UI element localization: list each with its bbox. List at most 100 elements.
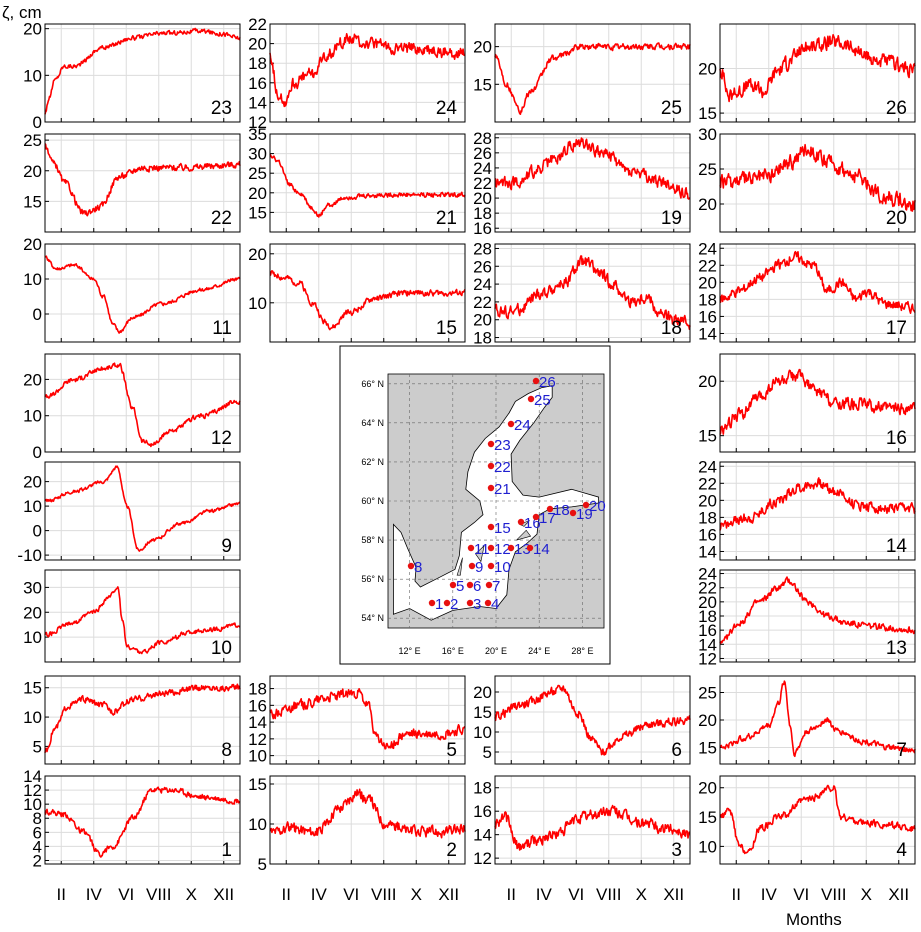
map-station-label: 8: [414, 559, 422, 576]
station-number-label: 25: [661, 98, 682, 119]
y-tick-label: 20: [23, 20, 42, 39]
panel-frame: [719, 133, 916, 233]
map-latitude-label: 58° N: [361, 535, 384, 545]
y-tick-label: 0: [33, 305, 42, 324]
station-number-label: 5: [446, 740, 457, 761]
y-tick-label: 10: [248, 815, 267, 834]
station-number-label: 17: [886, 318, 907, 339]
station-number-label: 8: [221, 740, 232, 761]
y-tick-label: 5: [258, 855, 267, 874]
y-tick-label: 25: [23, 131, 42, 150]
series-line-station-12: [44, 362, 241, 448]
y-tick-label: 16: [473, 219, 492, 238]
series-line-station-23: [44, 27, 241, 115]
y-tick-label: 20: [23, 473, 42, 492]
map-latitude-label: 64° N: [361, 418, 384, 428]
month-tick-label: II: [282, 885, 291, 904]
month-tick-label: II: [732, 885, 741, 904]
map-longitude-label: 28° E: [571, 646, 593, 656]
map-station-marker: [532, 377, 540, 385]
series-line-station-22: [44, 143, 241, 217]
panel-frame: [719, 353, 916, 453]
panel-frame: [44, 461, 241, 561]
y-tick-label: 18: [473, 204, 492, 223]
month-tick-label: X: [411, 885, 422, 904]
station-number-label: 2: [446, 840, 457, 861]
map-island: [475, 545, 485, 563]
panel-frame: [44, 569, 241, 663]
map-station-label: 14: [533, 541, 550, 558]
map-station-marker: [484, 599, 492, 607]
map-island: [515, 529, 532, 541]
month-tick-label: XII: [438, 885, 459, 904]
y-tick-label: 14: [473, 826, 492, 845]
map-station-label: 5: [456, 578, 464, 595]
y-tick-label: 8: [33, 809, 42, 828]
station-number-label: 24: [436, 98, 458, 119]
panel-frame: [719, 675, 916, 765]
panel-background: [495, 776, 690, 864]
y-tick-label: 15: [698, 739, 717, 758]
y-tick-label: 2: [33, 851, 42, 870]
map-station-marker: [582, 501, 590, 509]
y-tick-label: 15: [698, 104, 717, 123]
y-tick-label: 20: [698, 711, 717, 730]
series-line-station-18: [494, 255, 691, 331]
map-station-label: 19: [576, 506, 593, 523]
y-tick-label: 12: [248, 113, 267, 132]
y-tick-label: 18: [698, 607, 717, 626]
panel-station-23: 0 10 20 23: [23, 20, 241, 132]
map-station-label: 6: [473, 578, 481, 595]
map-station-label: 11: [474, 541, 490, 558]
map-latitude-label: 60° N: [361, 496, 384, 506]
y-tick-label: 18: [473, 329, 492, 348]
panel-frame: [719, 569, 916, 663]
panel-frame: [269, 133, 466, 233]
y-tick-label: 15: [698, 808, 717, 827]
station-number-label: 14: [886, 536, 908, 557]
map-station-marker: [466, 599, 474, 607]
station-number-label: 13: [886, 638, 907, 659]
map-station-label: 25: [534, 392, 551, 409]
y-tick-label: 15: [23, 679, 42, 698]
series-line-station-16: [719, 368, 916, 435]
panel-frame: [719, 23, 916, 123]
station-number-label: 19: [661, 208, 682, 229]
y-tick-label: 22: [698, 256, 717, 275]
y-tick-label: 18: [248, 54, 267, 73]
y-tick-label: 22: [473, 174, 492, 193]
y-tick-label: 16: [698, 525, 717, 544]
series-line-station-17: [719, 250, 916, 315]
y-tick-label: 24: [698, 239, 717, 258]
series-line-station-4: [719, 784, 916, 855]
panel-background: [720, 776, 915, 864]
series-line-station-3: [494, 804, 691, 851]
y-tick-label: 16: [473, 802, 492, 821]
y-tick-label: 14: [698, 635, 717, 654]
panel-background: [45, 676, 240, 764]
x-axis-title: Months: [786, 910, 842, 929]
panel-station-9: -10 0 10 20 9: [17, 461, 241, 565]
series-line-station-11: [44, 255, 241, 334]
panel-frame: [44, 675, 241, 765]
panel-station-16: 15 20 16: [698, 353, 916, 453]
panel-frame: [494, 133, 691, 233]
panel-station-10: 10 20 30 10: [23, 569, 241, 663]
map-longitude-label: 12° E: [399, 646, 421, 656]
map-station-label: 20: [589, 498, 606, 515]
map-station-label: 23: [494, 437, 511, 454]
map-station-label: 12: [494, 541, 511, 558]
y-tick-label: 20: [698, 273, 717, 292]
series-line-station-2: [269, 788, 466, 839]
y-tick-label: 30: [698, 125, 717, 144]
panel-station-20: 20 25 30 20: [698, 125, 916, 233]
y-tick-label: 20: [23, 603, 42, 622]
y-tick-label: 16: [248, 74, 267, 93]
station-number-label: 18: [661, 318, 682, 339]
series-line-station-10: [44, 586, 241, 655]
